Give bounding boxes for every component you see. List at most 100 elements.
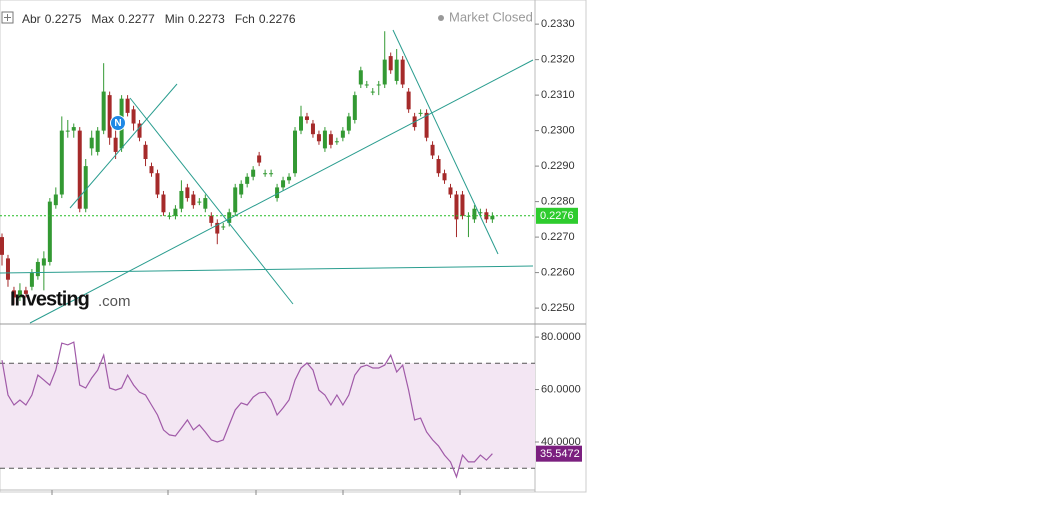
candle-body [47,201,52,262]
summary-label: Min [165,12,184,26]
summary-label: Max [91,12,114,26]
market-status: Market Closed [449,9,533,24]
candle-body [197,201,202,203]
candle-body [125,98,130,113]
candle-body [484,212,489,220]
candle-body [275,187,280,199]
candle-body [304,116,309,120]
event-marker-label: N [114,118,121,129]
candle-body [316,134,321,142]
summary-value: 0.2277 [118,12,155,26]
y-tick-label: 0.2300 [541,125,575,137]
candle-body [346,116,351,131]
y-tick-label: 0.2280 [541,196,575,208]
candle-body [328,134,333,145]
candle-body [227,212,232,223]
rsi-line [1,341,493,479]
collapse-icon[interactable] [1,11,14,24]
candle-body [490,215,495,220]
current-price-label: 0.2276 [540,210,574,222]
candle-body [442,173,447,181]
candle-body [203,198,208,209]
rsi-band [0,363,535,469]
candle-body [0,237,4,255]
ohlc-summary: Abr 0.2275 Max 0.2277 Min 0.2273 Fch 0.2276 [22,12,296,26]
candle-body [11,290,16,298]
brand-suffix: .com [98,293,131,310]
rsi-tick-label: 40.0000 [541,436,581,448]
candle-body [83,166,88,209]
candle-body [89,137,94,149]
current-price-box [536,207,578,224]
candle-body [221,226,226,228]
rsi-current-label: 35.5472 [540,448,580,460]
candle-body [185,187,190,199]
summary-value: 0.2275 [45,12,82,26]
candle-body [430,144,435,156]
candle-body [460,194,465,216]
candle-body [155,173,160,195]
candle-body [71,127,76,131]
brand-name: Investing [10,288,89,310]
candle-body [173,208,178,216]
candle-body [107,95,112,138]
candle-body [358,70,363,85]
candle-body [263,173,268,175]
candle-body [35,261,40,277]
candle-body [191,194,196,206]
candle-body [251,169,256,177]
candle-body [23,290,28,294]
candle-body [352,95,357,120]
candle-body [269,173,274,175]
rsi-tick-label: 80.0000 [541,331,581,343]
candle-body [436,159,441,174]
time-ticks [51,490,461,495]
candle-body [101,91,106,131]
candle-body [257,155,262,163]
candle-body [418,112,423,114]
y-tick-label: 0.2310 [541,89,575,101]
candle-body [287,176,292,181]
candle-body [394,59,399,81]
event-marker[interactable] [110,115,126,131]
candle-body [322,130,327,149]
candle-body [448,187,453,195]
candle-body [382,59,387,85]
candle-body [215,222,220,234]
summary-value: 0.2273 [188,12,225,26]
trend-lines [0,29,534,324]
candle-body [472,208,477,220]
candle-body [143,144,148,160]
y-tick-label: 0.2330 [541,18,575,30]
candle-body [400,59,405,85]
summary-value: 0.2276 [259,12,296,26]
candle-body [131,109,136,124]
rsi-current-box [536,445,582,462]
candle-body [370,91,375,93]
status-dot [438,15,444,21]
candle-body [59,130,64,195]
candle-body [77,130,82,209]
candle-body [95,130,100,152]
candle-body [179,190,184,209]
candle-body [478,212,483,214]
candle-body [149,166,154,174]
rsi-tick-label: 60.0000 [541,383,581,395]
candle-body [5,258,10,280]
candle-body [17,290,22,298]
candle-body [388,56,393,71]
candle-body [406,91,411,110]
candle-body [310,123,315,135]
candle-body [340,130,345,138]
candle-body [239,183,244,195]
y-tick-label: 0.2320 [541,54,575,66]
candle-body [376,84,381,86]
candle-body [281,180,286,188]
y-tick-label: 0.2260 [541,267,575,279]
candle-body [161,194,166,213]
candle-body [454,194,459,220]
candle-body [137,123,142,138]
candle-body [424,112,429,138]
candle-body [334,141,339,143]
